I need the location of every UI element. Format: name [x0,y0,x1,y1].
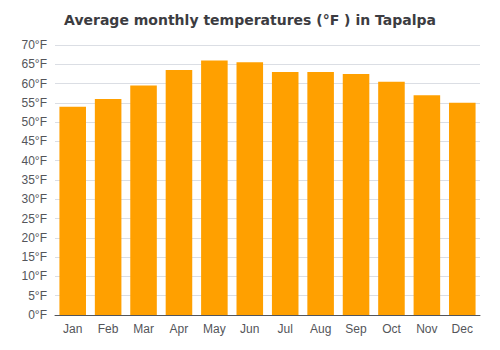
svg-text:70°F: 70°F [22,38,47,52]
svg-text:Aug: Aug [310,322,331,336]
svg-text:Dec: Dec [452,322,473,336]
svg-text:Mar: Mar [133,322,154,336]
svg-text:Jan: Jan [63,322,82,336]
svg-text:Apr: Apr [170,322,189,336]
svg-text:55°F: 55°F [22,96,47,110]
svg-text:Nov: Nov [416,322,437,336]
svg-text:Jun: Jun [240,322,259,336]
svg-text:10°F: 10°F [22,269,47,283]
svg-text:65°F: 65°F [22,57,47,71]
svg-text:May: May [203,322,226,336]
svg-text:0°F: 0°F [28,308,47,322]
svg-text:Jul: Jul [278,322,293,336]
svg-text:15°F: 15°F [22,250,47,264]
svg-text:25°F: 25°F [22,212,47,226]
svg-text:50°F: 50°F [22,115,47,129]
svg-text:Feb: Feb [98,322,119,336]
svg-text:30°F: 30°F [22,192,47,206]
svg-text:60°F: 60°F [22,77,47,91]
svg-text:Sep: Sep [345,322,367,336]
svg-text:45°F: 45°F [22,134,47,148]
svg-text:Oct: Oct [382,322,401,336]
svg-text:40°F: 40°F [22,154,47,168]
svg-text:5°F: 5°F [28,289,47,303]
svg-text:Average monthly temperatures (: Average monthly temperatures (°F ) in Ta… [64,12,436,28]
svg-text:20°F: 20°F [22,231,47,245]
svg-text:35°F: 35°F [22,173,47,187]
